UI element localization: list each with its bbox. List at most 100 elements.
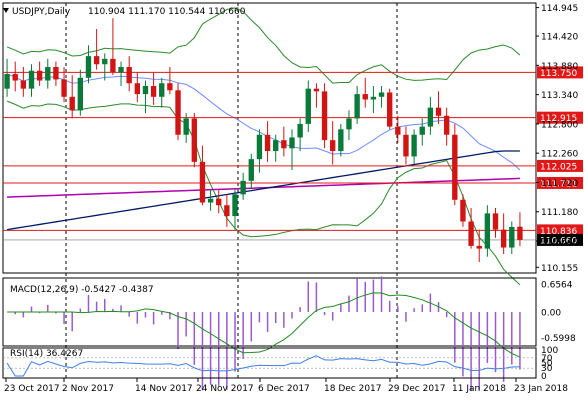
rsi-panel-frame	[2, 347, 537, 379]
price-tick-label: 110.640	[541, 238, 578, 248]
candle-body	[264, 134, 271, 152]
candle-body	[85, 56, 92, 78]
candle-body	[476, 245, 482, 249]
candle-body	[150, 85, 157, 97]
level-tag	[537, 66, 583, 79]
rsi-tick-label: 70	[541, 354, 553, 364]
candle-body	[509, 226, 515, 248]
collapse-triangle-icon[interactable]	[3, 8, 9, 13]
candle-body	[435, 107, 442, 116]
candle-body	[305, 88, 311, 124]
level-tag	[537, 176, 583, 189]
macd-tick-label: 0.6564	[541, 280, 573, 290]
time-tick-label: 2 Nov 2017	[62, 384, 114, 394]
long-ema-line	[7, 177, 520, 198]
macd-panel: 0.6564 0.00 -0.5998	[2, 276, 576, 391]
long-sma-line	[6, 150, 520, 231]
level-tag-label: 110.836	[540, 227, 577, 237]
candle-body	[110, 58, 116, 73]
candle-body	[20, 80, 27, 89]
price-tick-label: 112.260	[541, 150, 578, 160]
candle-body	[126, 66, 132, 84]
candle-body	[354, 94, 360, 119]
candle-body	[93, 56, 100, 65]
horizontal-levels: 113.750 112.915 112.025 111.711 110.836110.6…	[3, 66, 583, 246]
candle-body	[427, 107, 434, 127]
candle-body	[411, 134, 417, 157]
candle-body	[403, 134, 409, 157]
price-tick-label: 111.720	[541, 179, 578, 189]
price-axis: 114.945 114.420 113.880 113.340 112.800 112.2…	[536, 4, 578, 274]
candle-body	[28, 70, 35, 89]
indicator-lines	[6, 7, 521, 286]
candle-body	[118, 66, 124, 73]
candle-body	[183, 118, 189, 135]
candle-body	[517, 226, 523, 240]
candle-body	[167, 83, 173, 91]
price-tick-label: 114.420	[541, 33, 578, 43]
rsi-tick-label: 100	[541, 346, 558, 356]
candle-body	[468, 221, 474, 246]
candle-body	[142, 85, 149, 95]
candle-body	[330, 140, 336, 152]
bollinger-lower-line	[6, 100, 521, 286]
candle-body	[12, 74, 18, 81]
bollinger-upper-line	[6, 7, 521, 84]
candle-body	[36, 70, 43, 81]
level-tag	[537, 111, 583, 124]
time-axis: 23 Oct 2017 2 Nov 2017 14 Nov 2017 24 Nov 2…	[4, 378, 568, 394]
candle-body	[370, 96, 377, 100]
time-tick-label: 18 Dec 2017	[324, 384, 382, 394]
symbol-label: USDJPY,Daily	[12, 7, 71, 17]
candle-body	[159, 83, 165, 97]
price-tick-label: 110.155	[541, 264, 578, 274]
level-tag	[537, 159, 583, 172]
price-tick-label: 111.180	[541, 208, 578, 218]
candle-body	[386, 92, 393, 127]
candle-body	[191, 118, 197, 162]
candle-body	[346, 118, 352, 130]
candle-body	[460, 199, 466, 222]
candle-body	[53, 66, 59, 80]
vertical-gridlines	[2, 2, 537, 378]
candle-body	[395, 126, 401, 135]
price-tick-label: 114.945	[541, 4, 578, 14]
time-tick-label: 11 Jan 2018	[452, 384, 506, 394]
level-tag-label: 113.750	[540, 69, 577, 79]
candle-body	[362, 94, 368, 100]
price-tick-label: 112.800	[541, 120, 578, 130]
candle-body	[207, 198, 214, 203]
time-tick-label: 23 Jan 2018	[514, 384, 568, 394]
macd-tick-label: -0.5998	[541, 334, 576, 344]
time-tick-label: 14 Nov 2017	[135, 384, 193, 394]
level-tag-label: 112.025	[540, 162, 577, 172]
candle-body	[484, 213, 491, 249]
candle-body	[102, 58, 108, 65]
candle-body	[199, 161, 206, 203]
level-tag-label: 111.711	[540, 179, 577, 189]
candle-body	[232, 194, 238, 217]
rsi-tick-label: 30	[541, 364, 553, 374]
rsi-line	[6, 355, 520, 377]
price-tick-label: 113.880	[541, 62, 578, 72]
current-price-label: 110.660	[540, 236, 577, 246]
candle-body	[492, 213, 499, 230]
current-price-tag	[537, 233, 583, 246]
candle-body	[289, 137, 295, 149]
candle-body	[378, 92, 385, 97]
candle-body	[4, 74, 10, 89]
candle-body	[281, 140, 287, 149]
macd-tick-label: 0.00	[541, 309, 561, 319]
level-tag	[537, 224, 583, 237]
candle-body	[338, 129, 344, 152]
ohlc-values: 110.904 111.170 110.544 110.660	[88, 7, 246, 17]
candle-body	[321, 91, 328, 141]
macd-panel-frame	[2, 277, 537, 347]
time-tick-label: 23 Oct 2017	[4, 384, 60, 394]
candle-body	[297, 123, 303, 138]
candle-body	[175, 90, 181, 135]
candle-body	[240, 180, 246, 195]
candle-body	[443, 115, 450, 135]
